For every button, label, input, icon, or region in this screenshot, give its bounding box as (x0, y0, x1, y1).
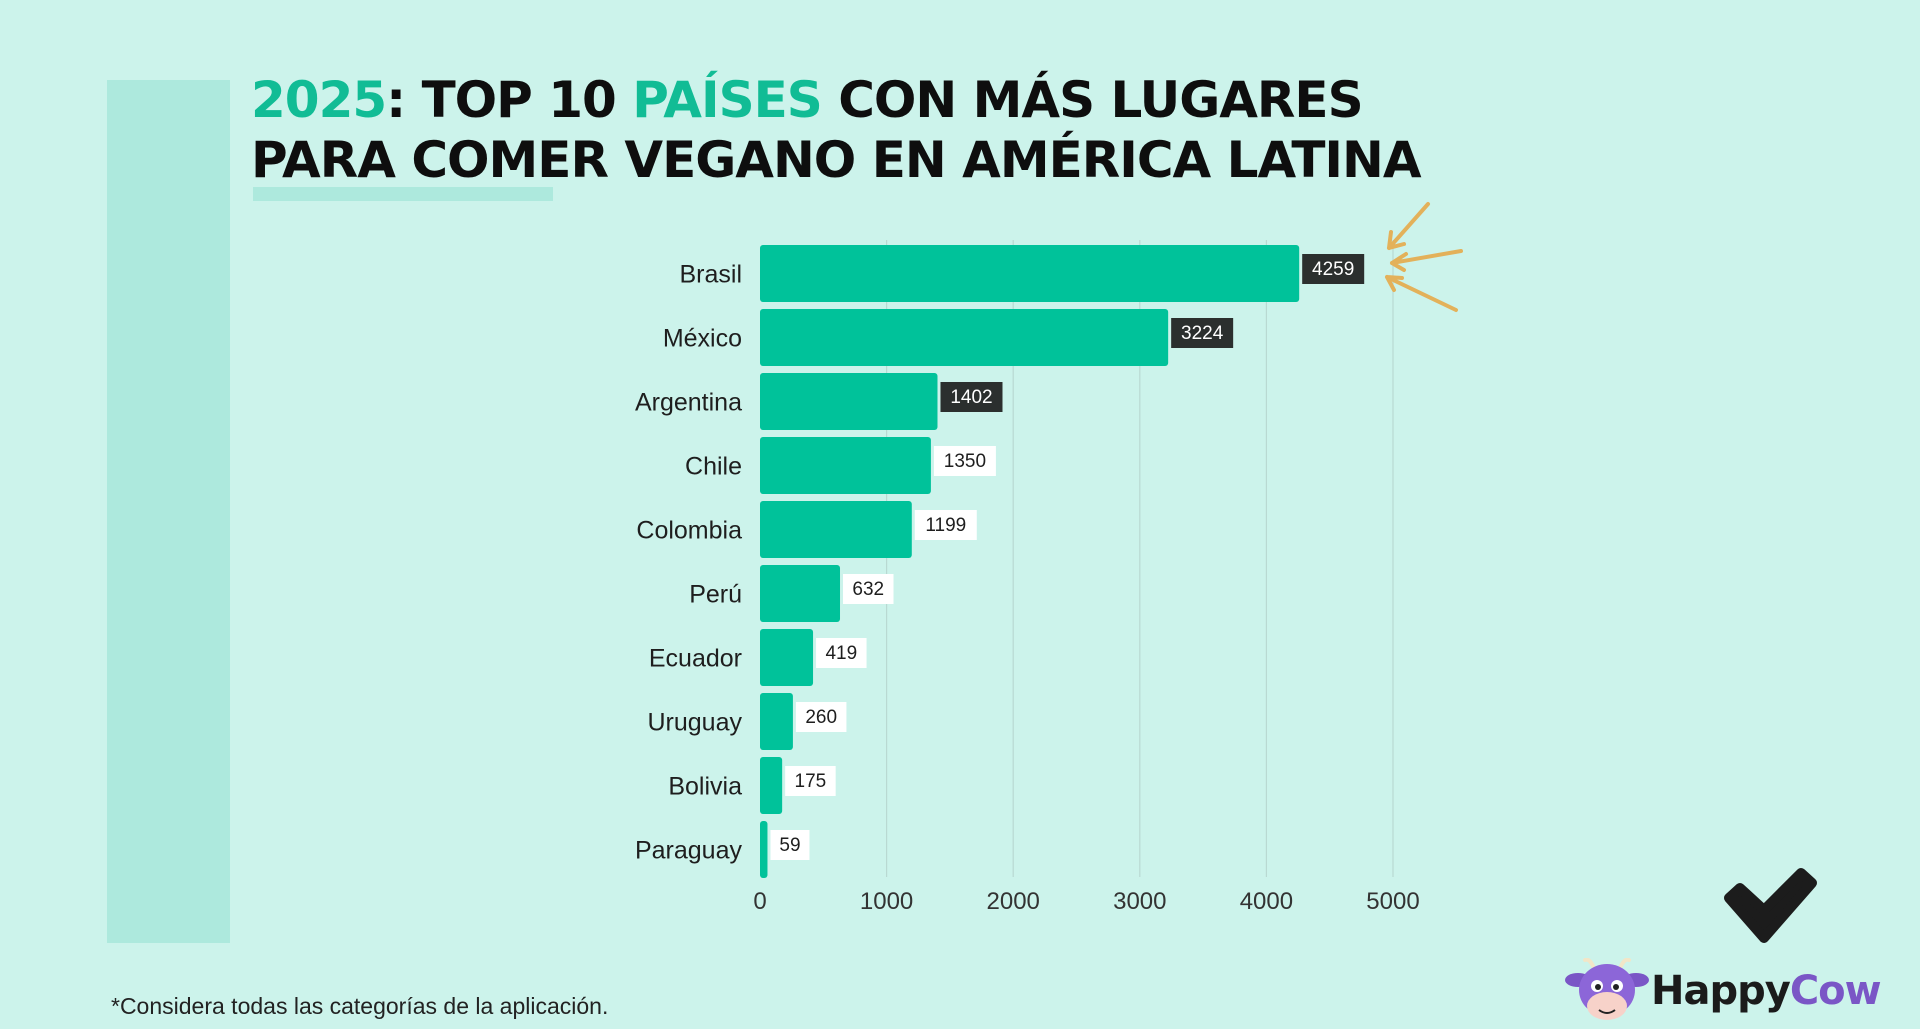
bar (760, 501, 912, 558)
data-label-box (795, 702, 847, 732)
logo-cow: Cow (1789, 968, 1882, 1014)
bar (760, 309, 1169, 366)
category-label: Argentina (635, 389, 742, 417)
data-label: 175 (795, 771, 827, 792)
title-year: 2025 (251, 71, 387, 129)
category-label: Uruguay (648, 709, 743, 737)
category-label: Chile (685, 453, 742, 481)
data-label-box (843, 574, 894, 604)
bar (760, 821, 768, 878)
bar (760, 565, 841, 622)
x-tick-label: 3000 (1113, 888, 1166, 915)
checkmark-icon (1724, 868, 1817, 943)
x-tick-label: 4000 (1240, 888, 1293, 915)
x-tick-label: 5000 (1366, 888, 1419, 915)
title-underline (253, 187, 553, 201)
x-tick-label: 2000 (987, 888, 1040, 915)
data-label: 419 (825, 643, 857, 664)
data-label-box (914, 510, 977, 540)
title-text-1: : TOP 10 (386, 71, 633, 129)
data-label: 632 (852, 579, 884, 600)
data-label: 1350 (944, 451, 986, 472)
data-label-box (1302, 254, 1365, 284)
cow-face-icon (1565, 957, 1649, 1020)
bar (760, 629, 814, 686)
x-tick-label: 1000 (860, 888, 913, 915)
bar (760, 437, 931, 494)
title-text-2: CON MÁS LUGARES (821, 71, 1363, 129)
title-line-2: PARA COMER VEGANO EN AMÉRICA LATINA (251, 131, 1422, 189)
category-label: Brasil (679, 261, 742, 289)
data-label-box (770, 830, 810, 860)
category-label: Perú (689, 581, 742, 609)
data-label: 1199 (925, 515, 966, 536)
chart-category-labels: Brasil México Argentina Chile Colombia Perú Ec… (635, 261, 743, 865)
x-tick-label: 0 (753, 888, 766, 915)
data-label-box (816, 638, 867, 668)
data-label: 4259 (1312, 259, 1354, 280)
logo-wordmark: HappyCow (1651, 968, 1882, 1014)
chart-data-labels: 4259 3224 1402 1350 1199 632 419 260 175 59 (770, 254, 1365, 860)
data-label-box (933, 446, 996, 476)
decorative-band (107, 80, 230, 943)
happycow-logo: HappyCow (1565, 957, 1895, 1024)
data-label-box (940, 382, 1003, 412)
bar (760, 757, 783, 814)
title-countries: PAÍSES (632, 71, 823, 129)
data-label: 59 (779, 835, 800, 856)
chart-x-ticks: 0 1000 2000 3000 4000 5000 (753, 888, 1419, 915)
data-label-box (1171, 318, 1234, 348)
footnote: *Considera todas las categorías de la ap… (111, 993, 609, 1019)
highlight-arrows-icon (1385, 202, 1463, 312)
chart-bars (760, 245, 1300, 878)
data-label: 1402 (950, 387, 992, 408)
category-label: Colombia (636, 517, 742, 545)
category-label: México (663, 325, 742, 353)
bar (760, 373, 938, 430)
bar (760, 245, 1300, 302)
logo-happy: Happy (1651, 968, 1791, 1014)
category-label: Bolivia (668, 773, 742, 801)
data-label-box (785, 766, 836, 796)
chart-title: 2025: TOP 10 PAÍSES CON MÁS LUGARES PARA… (251, 70, 1422, 190)
data-label: 260 (805, 707, 837, 728)
data-label: 3224 (1181, 323, 1224, 344)
bar (760, 693, 793, 750)
category-label: Paraguay (635, 837, 743, 865)
category-label: Ecuador (649, 645, 742, 673)
